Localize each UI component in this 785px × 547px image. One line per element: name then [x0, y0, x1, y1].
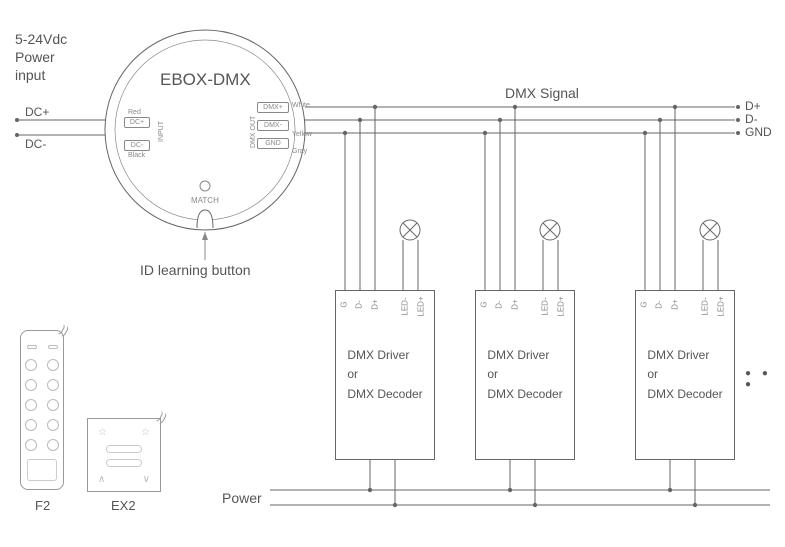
- dc-plus-box: DC+: [124, 117, 150, 128]
- match-label: MATCH: [191, 196, 219, 205]
- dc-minus-box: DC-: [124, 140, 150, 151]
- dmx-plus-box: DMX+: [257, 102, 289, 113]
- match-button-icon: [200, 181, 210, 191]
- ex2-panel: ☆ ☆ ∧ ∨: [87, 418, 161, 492]
- d3-g: G: [640, 301, 649, 307]
- white-label: White: [292, 102, 310, 109]
- d3-dp: D+: [671, 299, 680, 309]
- gnd-bus-label: GND: [745, 125, 772, 139]
- red-label: Red: [128, 109, 141, 116]
- ebox-title: EBOX-DMX: [160, 70, 251, 90]
- d1-ledp: LED+: [417, 296, 426, 316]
- dc-plus-label: DC+: [25, 105, 49, 119]
- d1-dm: D-: [355, 300, 364, 308]
- d1-dp: D+: [371, 299, 380, 309]
- f2-remote: [20, 330, 64, 490]
- input-side-label: INPUT: [158, 121, 165, 142]
- power-bus-label: Power: [222, 490, 262, 506]
- dmx-minus-box: DMX-: [257, 120, 289, 131]
- d2-dp: D+: [511, 299, 520, 309]
- d3-ledp: LED+: [717, 296, 726, 316]
- ebox-notch: [197, 210, 213, 228]
- d1-ledm: LED-: [401, 297, 410, 315]
- yellow-label: Yellow: [292, 131, 312, 138]
- ellipsis-icon: ● ● ●: [745, 368, 785, 390]
- d1-g: G: [340, 301, 349, 307]
- d2-dm: D-: [495, 300, 504, 308]
- f2-label: F2: [35, 498, 50, 513]
- power-input-label: 5-24Vdc Power input: [15, 30, 67, 85]
- d-minus-label: D-: [745, 112, 758, 126]
- d-plus-label: D+: [745, 99, 761, 113]
- gray-label: Gray: [292, 148, 307, 155]
- dc-minus-label: DC-: [25, 137, 46, 151]
- ex2-label: EX2: [111, 498, 136, 513]
- d2-g: G: [480, 301, 489, 307]
- black-label: Black: [128, 152, 145, 159]
- d3-dm: D-: [655, 300, 664, 308]
- d3-ledm: LED-: [701, 297, 710, 315]
- id-learning-label: ID learning button: [140, 262, 251, 278]
- d2-ledm: LED-: [541, 297, 550, 315]
- gnd-box: GND: [257, 138, 289, 149]
- d2-ledp: LED+: [557, 296, 566, 316]
- dmx-out-label: DMX OUT: [250, 116, 257, 148]
- dmx-signal-label: DMX Signal: [505, 85, 579, 101]
